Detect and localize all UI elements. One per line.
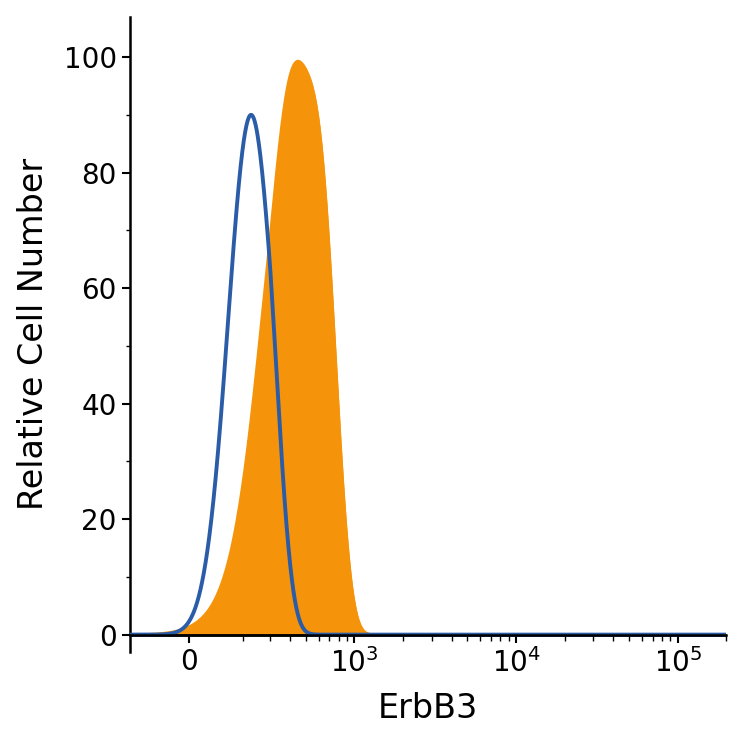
Y-axis label: Relative Cell Number: Relative Cell Number bbox=[16, 158, 50, 510]
X-axis label: ErbB3: ErbB3 bbox=[378, 692, 478, 724]
